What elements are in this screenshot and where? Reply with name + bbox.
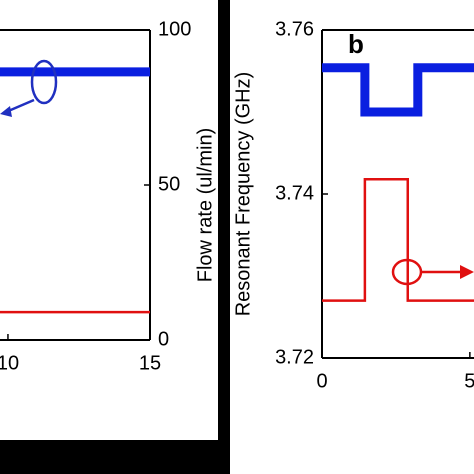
y-tick-label: 3.74 (275, 182, 314, 204)
y-axis-label: Resonant Frequency (GHz) (232, 72, 254, 317)
left-panel (0, 0, 218, 440)
series-line (322, 63, 474, 117)
left-plot: 10 150 50 100 Flow rate (ul/min) (0, 18, 216, 374)
y2-axis-label: Flow rate (ul/min) (194, 128, 216, 282)
x-tick-label: 5 (464, 370, 474, 392)
annotation-circle (30, 59, 58, 105)
y2-tick-label: 50 (158, 173, 180, 195)
x-tick-label: 0 (316, 370, 327, 392)
right-plot: 0 5 3.72 3.74 3.76 Resonant Frequency (GHz) b (232, 18, 474, 392)
x-tick-label: 10 (0, 352, 19, 374)
x-tick-label: 15 (139, 352, 161, 374)
panel-label: b (348, 29, 364, 59)
y2-tick-label: 100 (158, 18, 191, 40)
y-tick-label: 3.76 (275, 18, 314, 40)
y2-tick-label: 0 (158, 328, 169, 350)
y-tick-label: 3.72 (275, 346, 314, 368)
arrow-head (460, 265, 474, 279)
series-line (322, 177, 474, 302)
right-panel (230, 0, 474, 474)
arrow-head (0, 106, 12, 117)
